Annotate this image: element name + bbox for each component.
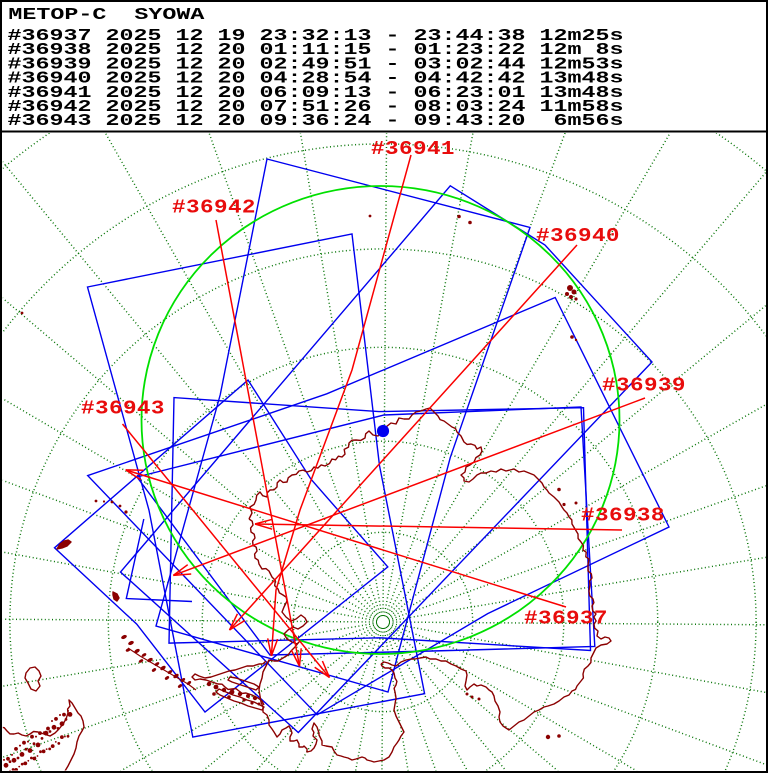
svg-text:#36941: #36941 xyxy=(371,139,455,160)
svg-text:#36940: #36940 xyxy=(536,226,620,247)
svg-text:#36943 2025 12 20 09:36:24 - 0: #36943 2025 12 20 09:36:24 - 09:43:20 6m… xyxy=(8,112,624,131)
svg-text:#36939: #36939 xyxy=(602,376,686,397)
svg-text:#36937: #36937 xyxy=(524,609,608,630)
svg-text:#36938: #36938 xyxy=(581,506,664,527)
svg-text:#36942: #36942 xyxy=(172,198,256,219)
svg-text:METOP-C SYOWA: METOP-C SYOWA xyxy=(8,6,205,25)
svg-text:#36943: #36943 xyxy=(81,399,165,420)
